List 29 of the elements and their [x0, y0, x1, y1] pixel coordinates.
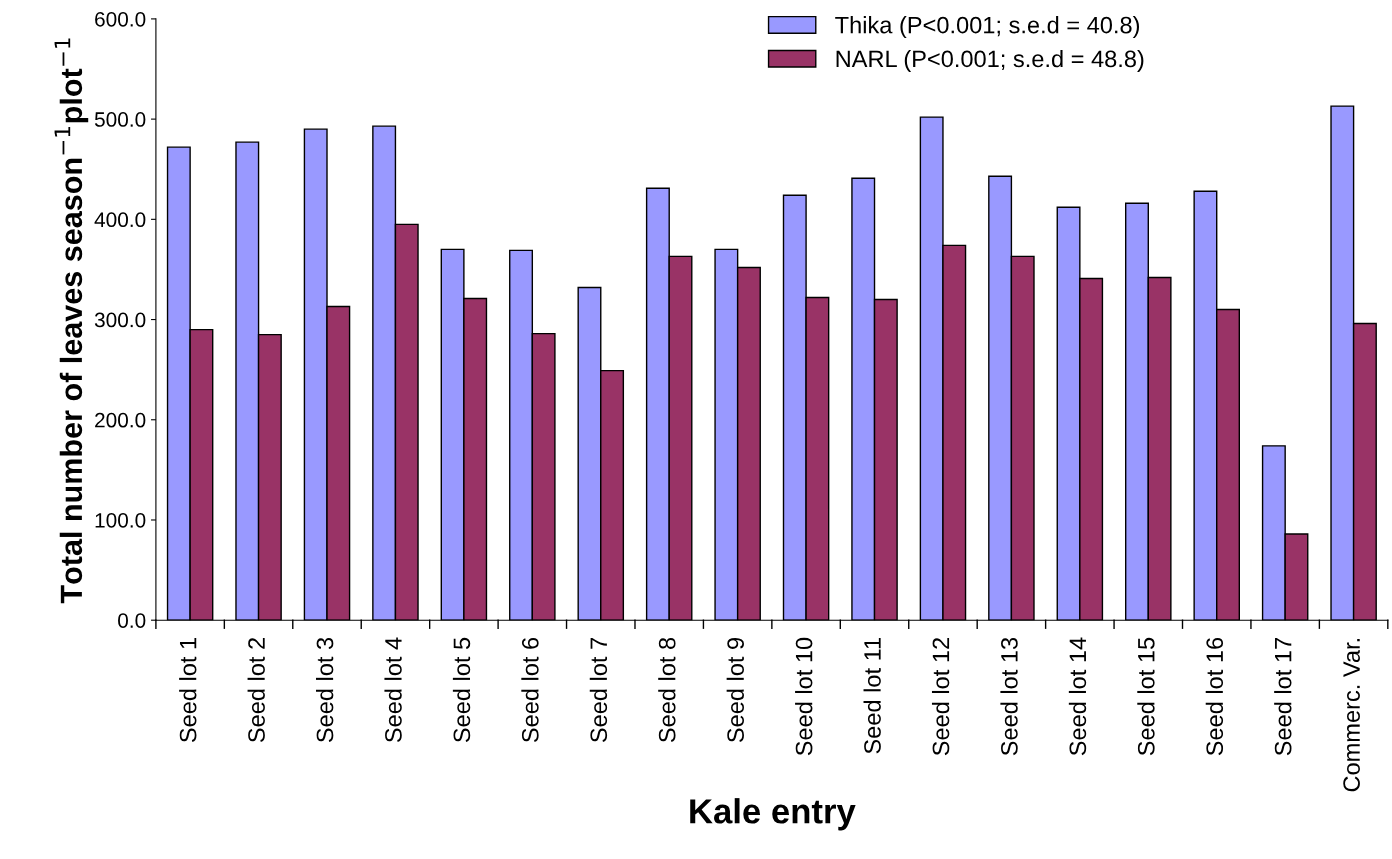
x-tick-label: Seed lot 11	[863, 638, 881, 754]
legend-label: Thika (P<0.001; s.e.d = 40.8)	[835, 16, 1140, 39]
x-tick-label: Seed lot 16	[1205, 637, 1224, 756]
x-tick-label: Seed lot 4	[384, 637, 402, 743]
x-tick-label: Seed lot 1	[179, 638, 197, 743]
x-tick-label: Commerc. Var.	[1343, 639, 1360, 792]
x-tick-label: Seed lot 7	[589, 638, 608, 743]
y-tick-label: 600.0	[95, 11, 146, 27]
x-tick-label: Seed lot 15	[1137, 637, 1155, 756]
x-tick-label: Seed lot 14	[1068, 637, 1087, 756]
y-tick-label: 0.0	[118, 613, 146, 628]
y-tick-label: 100.0	[95, 512, 146, 528]
x-tick-label: Seed lot 9	[726, 637, 744, 743]
y-tick-label: 200.0	[95, 412, 146, 428]
y-axis-title: Total number of leaves season$^{−1}$plot$^{−1}$	[54, 38, 89, 604]
y-tick-label: 300.0	[94, 312, 146, 328]
y-tick-label: 400.0	[94, 212, 146, 228]
x-tick-label: Seed lot 2	[247, 638, 265, 743]
x-tick-label: Seed lot 13	[1000, 637, 1018, 756]
x-tick-label: Seed lot 3	[316, 637, 334, 743]
x-tick-label: Seed lot 12	[931, 638, 950, 756]
x-tick-label: Seed lot 8	[658, 637, 676, 743]
x-tick-label: Seed lot 10	[795, 637, 813, 756]
legend-label: NARL (P<0.001; s.e.d = 48.8)	[836, 49, 1144, 72]
y-tick-label: 500.0	[94, 112, 146, 127]
x-tick-label: Seed lot 17	[1274, 638, 1292, 756]
x-axis-title: Kale entry	[690, 798, 856, 831]
x-tick-label: Seed lot 5	[452, 637, 471, 743]
x-tick-label: Seed lot 6	[521, 637, 539, 743]
